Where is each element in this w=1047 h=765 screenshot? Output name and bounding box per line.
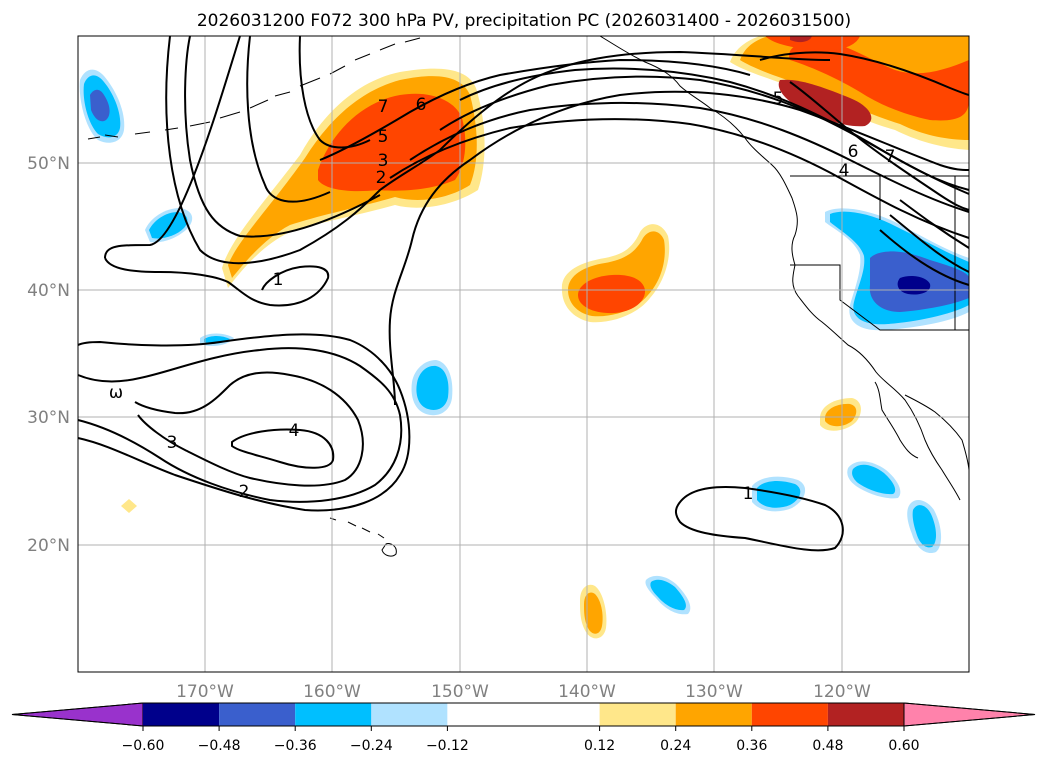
contour-label: 1 (273, 270, 284, 290)
contour-label: 4 (839, 161, 850, 181)
contour-label: 5 (773, 89, 784, 109)
pv-contours (77, 35, 970, 552)
pv-contour-4 (134, 371, 364, 487)
lat-label: 40°N (27, 281, 70, 301)
contour-label: 3 (378, 151, 389, 171)
map-background (78, 36, 969, 672)
pv-contour-1 (104, 257, 330, 307)
colorbar-cell (827, 703, 904, 726)
contour-label: 6 (416, 95, 427, 115)
lon-label: 130°W (685, 682, 743, 702)
precip-negative-region (149, 212, 188, 239)
colorbar-ticks: −0.60 −0.48 −0.36 −0.24 −0.12 0.12 0.24 0.36 0.4… (122, 726, 920, 754)
colorbar-extend-high (903, 702, 1036, 727)
contour-label: 2 (239, 482, 250, 502)
colorbar-tick-label: 0.36 (736, 738, 767, 754)
precip-negative-region (757, 480, 801, 508)
pv-contour-1 (388, 90, 970, 406)
precip-negative-region (852, 464, 896, 495)
colorbar-tick-label: −0.24 (350, 738, 393, 754)
precip-shading (79, 36, 969, 639)
colorbar-tick-label: 0.48 (812, 738, 843, 754)
contour-label: 2 (376, 168, 387, 188)
colorbar-cell (751, 703, 828, 726)
precip-negative-region (90, 89, 110, 122)
pv-contour-4 (459, 67, 970, 195)
coastline-islands (87, 37, 421, 140)
contour-label: 5 (378, 127, 389, 147)
precip-positive-region (789, 40, 969, 121)
pv-contour-7 (759, 51, 970, 211)
lat-label: 30°N (27, 408, 70, 428)
colorbar-tick-label: −0.12 (426, 738, 469, 754)
precip-positive-region (765, 36, 860, 51)
colorbar-cell (599, 703, 676, 726)
colorbar-tick-label: −0.60 (122, 738, 165, 754)
colorbar-extend-low (11, 702, 144, 727)
pv-contour-1 (674, 485, 844, 552)
state-borders (790, 175, 969, 331)
contour-label: 1 (743, 484, 754, 504)
lat-labels: 20°N 30°N 40°N 50°N (27, 154, 70, 556)
map-panel: 7 6 5 3 2 1 ω 3 4 2 1 5 6 4 7 (77, 35, 970, 673)
colorbar-tick-label: −0.48 (198, 738, 241, 754)
precip-positive-region (121, 499, 137, 513)
pv-contour-4 (899, 199, 970, 249)
pv-contour-4 (231, 428, 335, 469)
pv-contour-3 (77, 333, 411, 512)
graticule (78, 36, 969, 672)
precip-positive-region (790, 36, 812, 43)
pv-contour-3 (409, 101, 970, 213)
lon-label: 160°W (303, 682, 361, 702)
pv-contour-2 (77, 347, 403, 503)
pv-contour-1 (104, 35, 831, 265)
precip-negative-region (650, 579, 686, 611)
precip-negative-region (912, 505, 937, 548)
colorbar-tick-label: 0.60 (888, 738, 919, 754)
colorbar-tick-label: 0.24 (660, 738, 691, 754)
pv-contour-labels: 7 6 5 3 2 1 ω 3 4 2 1 5 6 4 7 (109, 89, 896, 504)
pv-contour-5 (319, 58, 751, 161)
contour-label: 6 (848, 142, 859, 162)
colorbar-cell (371, 703, 448, 726)
precip-negative-region (416, 365, 449, 410)
colorbar-cells (11, 702, 1036, 727)
precip-positive-region (584, 592, 603, 634)
lon-label: 170°W (176, 682, 234, 702)
precip-positive-region (825, 403, 857, 427)
lon-label: 140°W (558, 682, 616, 702)
contour-label: ω (109, 383, 123, 403)
coastline-hawaii (329, 517, 397, 557)
colorbar-cell (675, 703, 752, 726)
lon-label: 150°W (431, 682, 489, 702)
colorbar-cell (295, 703, 372, 726)
colorbar: −0.60 −0.48 −0.36 −0.24 −0.12 0.12 0.24 0.36 0.4… (11, 702, 1036, 754)
colorbar-tick-label: −0.36 (274, 738, 317, 754)
colorbar-cell (143, 703, 220, 726)
pv-contour-3 (879, 214, 970, 286)
colorbar-tick-label: 0.12 (584, 738, 615, 754)
precip-positive-region (318, 93, 466, 192)
lon-label: 120°W (813, 682, 871, 702)
coastlines (87, 35, 970, 557)
lat-label: 20°N (27, 536, 70, 556)
colorbar-cell (219, 703, 296, 726)
lat-label: 50°N (27, 154, 70, 174)
chart-title: 2026031200 F072 300 hPa PV, precipitatio… (197, 11, 851, 31)
contour-label: 3 (167, 433, 178, 453)
map-frame (77, 35, 970, 673)
lon-labels: 170°W 160°W 150°W 140°W 130°W 120°W (176, 682, 871, 702)
contour-label: 4 (289, 421, 300, 441)
contour-label: 7 (378, 97, 389, 117)
colorbar-cell (447, 703, 600, 726)
contour-label: 7 (885, 147, 896, 167)
pv-contour-2 (389, 118, 970, 239)
precip-positive-region (578, 274, 646, 314)
